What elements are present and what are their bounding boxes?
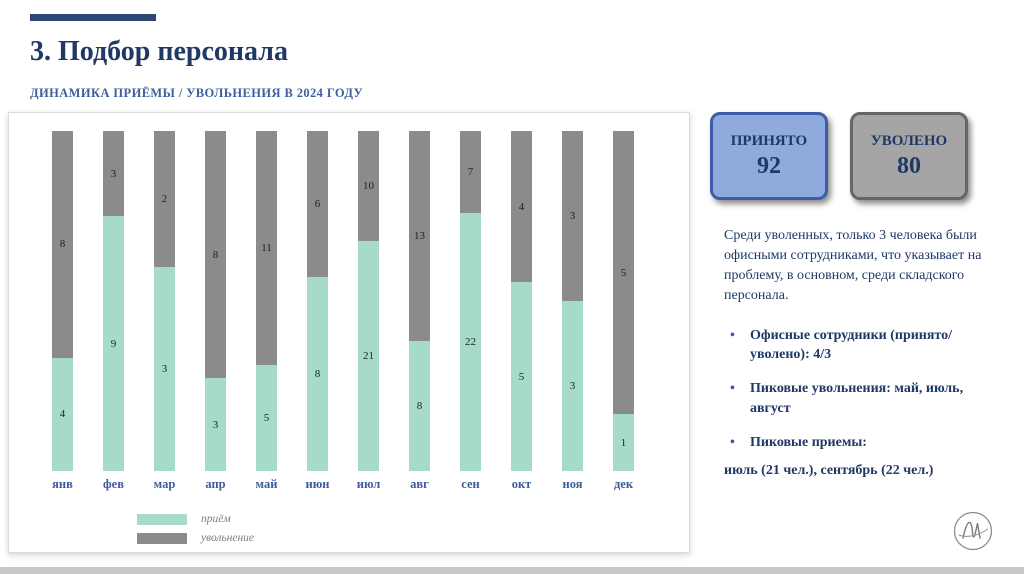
segment-dismissals-окт: 4 xyxy=(511,131,532,283)
segment-hires-мар: 3 xyxy=(154,267,175,471)
stacked-bar-май: 11 5 xyxy=(256,131,277,471)
x-axis-label-сен: сен xyxy=(461,477,480,491)
company-logo xyxy=(953,511,993,551)
notes-bullets: Офисные сотрудники (принято/уволено): 4/… xyxy=(724,326,982,453)
x-axis-label-июл: июл xyxy=(356,477,381,491)
x-axis-label-апр: апр xyxy=(205,477,226,491)
x-axis-label-окт: окт xyxy=(511,477,532,491)
hired-badge: ПРИНЯТО 92 xyxy=(710,112,828,200)
page-subtitle: ДИНАМИКА ПРИЁМЫ / УВОЛЬНЕНИЯ В 2024 ГОДУ xyxy=(30,86,364,100)
chart-panel: 8 4 3 9 2 3 8 3 11 5 6 8 10 21 13 8 7 22 4 5 3 3 5 1 янв фев мар а… xyxy=(8,112,690,553)
segment-hires-окт: 5 xyxy=(511,282,532,471)
segment-dismissals-янв: 8 xyxy=(52,131,73,358)
segment-dismissals-ноя: 3 xyxy=(562,131,583,301)
dismissed-badge-value: 80 xyxy=(897,152,921,179)
x-axis-label-май: май xyxy=(255,477,278,491)
segment-dismissals-мар: 2 xyxy=(154,131,175,267)
segment-hires-фев: 9 xyxy=(103,216,124,471)
legend-row-приём: приём xyxy=(137,513,254,525)
segment-hires-июн: 8 xyxy=(307,276,328,471)
segment-hires-июл: 21 xyxy=(358,240,379,471)
kpi-badges: ПРИНЯТО 92 УВОЛЕНО 80 xyxy=(710,112,968,200)
x-axis-label-янв: янв xyxy=(52,477,73,491)
bar-column-сен: 7 22 xyxy=(445,131,496,471)
hired-badge-label: ПРИНЯТО xyxy=(730,132,808,149)
segment-dismissals-июл: 10 xyxy=(358,131,379,241)
segment-dismissals-сен: 7 xyxy=(460,131,481,214)
chart-legend: приём увольнение xyxy=(137,513,254,544)
bar-column-май: 11 5 xyxy=(241,131,292,471)
x-axis-label-июн: июн xyxy=(305,477,330,491)
stacked-bar-июл: 10 21 xyxy=(358,131,379,471)
bullet-office-staff: Офисные сотрудники (принято/уволено): 4/… xyxy=(724,326,982,366)
notes-paragraph: Среди уволенных, только 3 человека были … xyxy=(724,228,982,303)
segment-dismissals-авг: 13 xyxy=(409,131,430,342)
x-axis: янв фев мар апр май июн июл авг сен окт ноя дек xyxy=(37,477,649,492)
legend-label: приём xyxy=(201,513,231,525)
segment-hires-апр: 3 xyxy=(205,378,226,471)
bullet-peak-hires: Пиковые приемы: xyxy=(724,433,982,453)
bar-column-июл: 10 21 xyxy=(343,131,394,471)
legend-row-увольнение: увольнение xyxy=(137,532,254,544)
stacked-bar-сен: 7 22 xyxy=(460,131,481,471)
stacked-bar-авг: 13 8 xyxy=(409,131,430,471)
page-title: 3. Подбор персонала xyxy=(30,36,288,67)
legend-swatch xyxy=(137,513,187,525)
peaks-detail-line: июль (21 чел.), сентябрь (22 чел.) xyxy=(724,462,934,478)
x-axis-label-фев: фев xyxy=(103,477,124,491)
x-axis-label-мар: мар xyxy=(153,477,176,491)
dismissed-badge-label: УВОЛЕНО xyxy=(870,132,948,149)
x-axis-label-ноя: ноя xyxy=(562,477,583,491)
notes-block: Среди уволенных, только 3 человека были … xyxy=(724,226,982,481)
segment-dismissals-дек: 5 xyxy=(613,131,634,415)
dismissed-badge: УВОЛЕНО 80 xyxy=(850,112,968,200)
bullet-peak-dismissals: Пиковые увольнения: май, июль, август xyxy=(724,379,982,419)
legend-swatch xyxy=(137,532,187,544)
footer-strip xyxy=(0,567,1024,574)
plot-area: 8 4 3 9 2 3 8 3 11 5 6 8 10 21 13 8 7 22 4 5 3 3 5 1 xyxy=(37,131,649,471)
segment-hires-авг: 8 xyxy=(409,341,430,471)
bar-column-авг: 13 8 xyxy=(394,131,445,471)
hired-badge-value: 92 xyxy=(757,152,781,179)
legend-label: увольнение xyxy=(201,532,255,544)
x-axis-label-авг: авг xyxy=(410,477,429,491)
segment-hires-янв: 4 xyxy=(52,357,73,471)
segment-dismissals-фев: 3 xyxy=(103,131,124,216)
segment-dismissals-май: 11 xyxy=(256,131,277,365)
segment-dismissals-июн: 6 xyxy=(307,131,328,277)
segment-hires-май: 5 xyxy=(256,364,277,471)
segment-hires-дек: 1 xyxy=(613,414,634,471)
segment-hires-сен: 22 xyxy=(460,213,481,471)
segment-hires-ноя: 3 xyxy=(562,301,583,471)
segment-dismissals-апр: 8 xyxy=(205,131,226,379)
accent-bar xyxy=(30,14,156,21)
x-axis-label-дек: дек xyxy=(613,477,634,491)
